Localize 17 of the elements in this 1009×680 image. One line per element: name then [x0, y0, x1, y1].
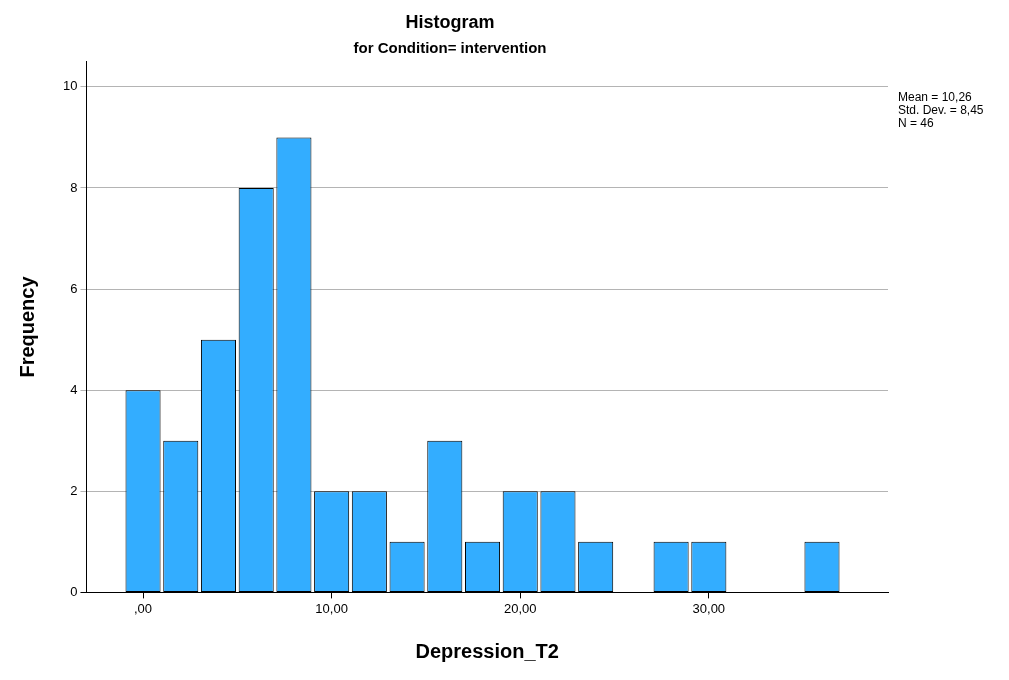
- text: Mean = 10,26: [898, 89, 973, 104]
- text: Std. Dev. = 8,45: [898, 102, 984, 117]
- y-tick-label: 0: [70, 583, 78, 599]
- chart-subtitle: for Condition= intervention: [353, 38, 547, 56]
- y-tick-label: 2: [70, 482, 78, 498]
- x-tick-label: 30,00: [692, 600, 726, 616]
- chart-title: Histogram: [405, 11, 495, 32]
- x-tick-label: 10,00: [315, 600, 348, 616]
- y-tick-label: 4: [70, 381, 78, 397]
- x-tick-label: ,00: [134, 600, 153, 616]
- y-tick-label: 6: [70, 280, 78, 296]
- y-axis-title: Frequency: [15, 275, 38, 378]
- x-axis-title: Depression_T2: [415, 639, 559, 662]
- y-tick-label: 8: [70, 179, 78, 195]
- y-tick-label: 10: [62, 78, 78, 94]
- text: N = 46: [898, 115, 935, 130]
- x-tick-label: 20,00: [503, 600, 537, 616]
